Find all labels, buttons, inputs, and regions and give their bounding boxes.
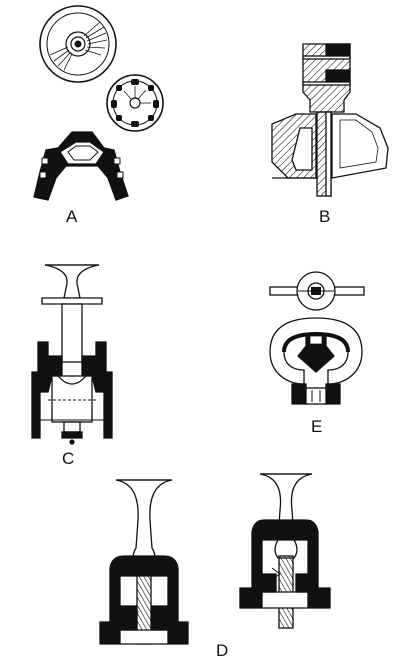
figure-d-left xyxy=(99,479,189,645)
bar-top-view xyxy=(269,271,365,311)
hatched-cap-section xyxy=(271,43,389,197)
funnel-assembly-section xyxy=(31,264,113,445)
label-d: D xyxy=(216,641,228,660)
figure-c: C xyxy=(31,264,113,468)
spinner-cross-section xyxy=(33,131,129,201)
figure-b: B xyxy=(271,43,389,226)
figure-e: E xyxy=(269,271,365,436)
rocker-cross-section xyxy=(269,317,363,405)
figure-d-right xyxy=(239,473,331,629)
label-b: B xyxy=(319,207,330,226)
disc-large-top-view xyxy=(39,5,117,83)
label-e: E xyxy=(311,417,322,436)
label-c: C xyxy=(62,449,74,468)
label-a: A xyxy=(66,207,78,226)
disc-small-top-view xyxy=(106,74,164,132)
figure-a: A xyxy=(33,5,164,226)
